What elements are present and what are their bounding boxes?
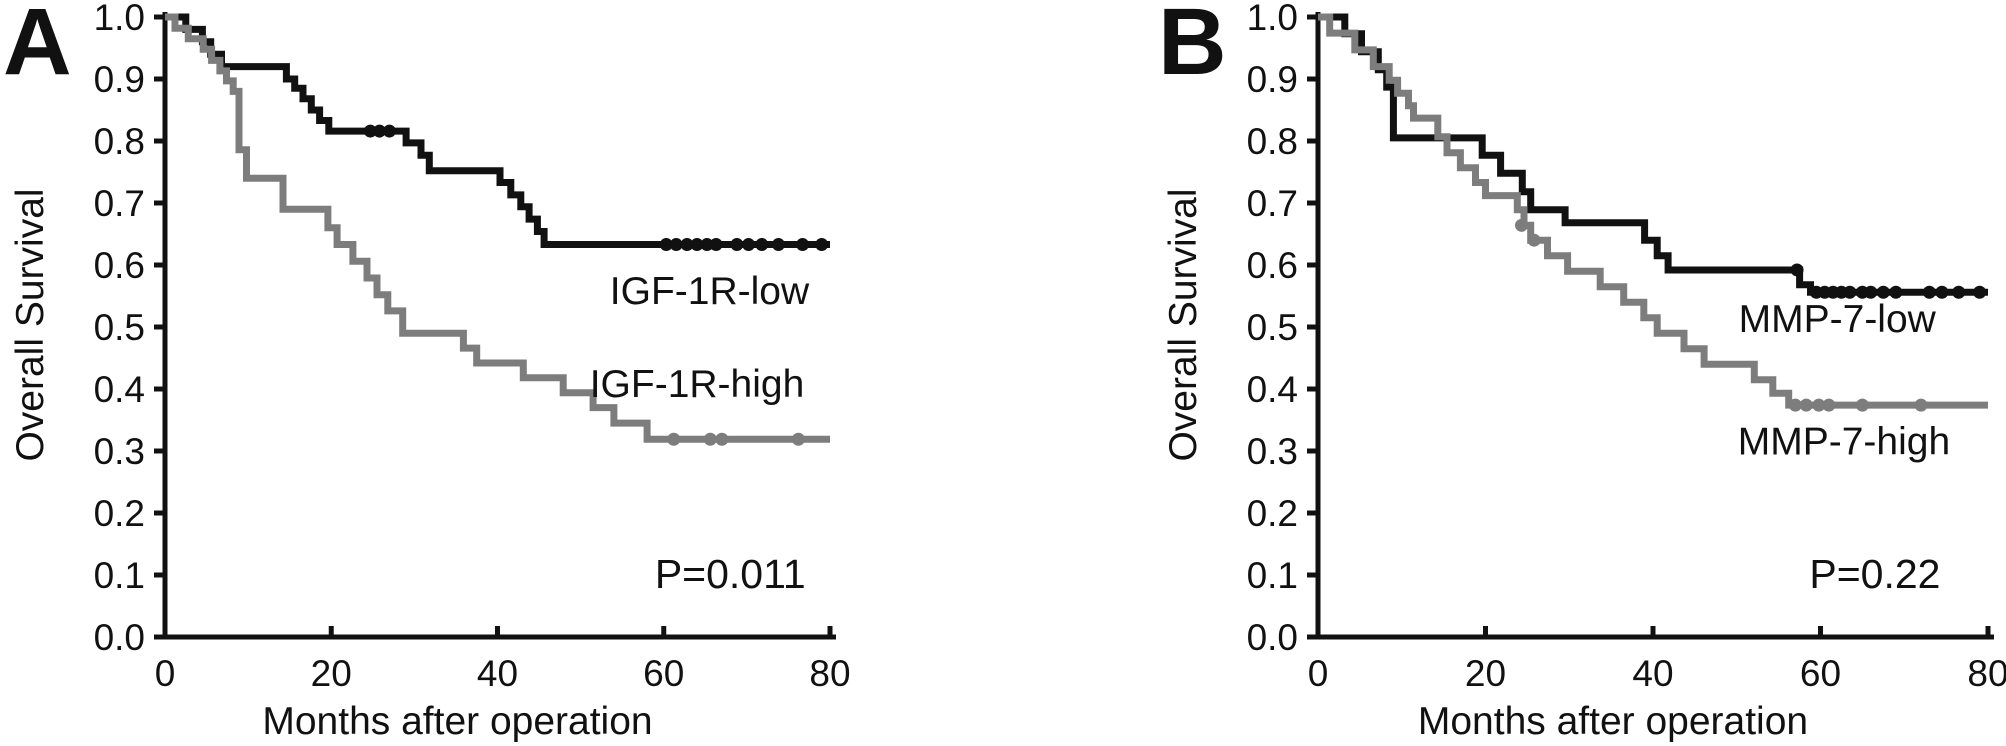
series-curve-MMP-7-high [1318, 13, 1988, 409]
y-tick-label: 0.0 [1247, 617, 1298, 658]
panel-letter-A: A [3, 0, 72, 95]
x-tick-label: 40 [1632, 653, 1673, 694]
y-tick-label: 0.3 [1247, 431, 1298, 472]
series-curve-IGF-1R-low [165, 13, 830, 248]
censor-mark-MMP-7-low [1922, 285, 1936, 299]
y-tick-label: 0.2 [1247, 493, 1298, 534]
series-label-IGF-1R-high: IGF-1R-high [590, 363, 805, 406]
y-axis-title: Overall Survival [9, 188, 52, 461]
y-tick-label: 0.8 [1247, 121, 1298, 162]
y-tick-label: 0.8 [94, 121, 145, 162]
censor-mark-IGF-1R-low [796, 238, 810, 252]
censor-mark-IGF-1R-low [742, 238, 756, 252]
censor-mark-MMP-7-high [1822, 398, 1836, 412]
x-tick-label: 0 [155, 653, 176, 694]
censor-mark-MMP-7-high [1515, 218, 1529, 232]
x-tick-label: 20 [1465, 653, 1506, 694]
y-tick-label: 0.6 [1247, 245, 1298, 286]
censor-mark-MMP-7-low [1973, 285, 1987, 299]
x-tick-label: 0 [1308, 653, 1329, 694]
y-axis-title: Overall Survival [1162, 188, 1205, 461]
x-tick-label: 80 [809, 653, 850, 694]
y-tick-label: 0.5 [94, 307, 145, 348]
censor-mark-IGF-1R-low [690, 238, 704, 252]
censor-mark-MMP-7-high [1914, 398, 1928, 412]
y-tick-label: 0.4 [94, 369, 145, 410]
series-label-MMP-7-high: MMP-7-high [1738, 421, 1950, 464]
censor-mark-IGF-1R-high [703, 432, 717, 446]
x-tick-label: 40 [477, 653, 518, 694]
x-tick-label: 80 [1967, 653, 2006, 694]
censor-mark-IGF-1R-low [659, 238, 673, 252]
censor-mark-MMP-7-low [1843, 285, 1857, 299]
censor-mark-IGF-1R-low [755, 238, 769, 252]
x-axis-title: Months after operation [262, 700, 652, 743]
censor-mark-IGF-1R-high [791, 432, 805, 446]
censor-mark-MMP-7-low [1864, 285, 1878, 299]
censor-mark-MMP-7-low [1790, 263, 1804, 277]
y-tick-label: 0.6 [94, 245, 145, 286]
censor-mark-IGF-1R-low [680, 238, 694, 252]
censor-mark-MMP-7-high [1812, 398, 1826, 412]
series-label-IGF-1R-low: IGF-1R-low [610, 270, 810, 313]
censor-mark-MMP-7-high [1855, 398, 1869, 412]
p-value-annotation: P=0.22 [1809, 551, 1940, 597]
censor-mark-IGF-1R-low [382, 124, 396, 138]
y-tick-label: 0.1 [1247, 555, 1298, 596]
y-tick-label: 1.0 [1247, 0, 1298, 38]
censor-mark-MMP-7-low [1876, 285, 1890, 299]
series-label-MMP-7-low: MMP-7-low [1739, 298, 1937, 341]
y-tick-label: 0.0 [94, 617, 145, 658]
censor-mark-IGF-1R-low [669, 238, 683, 252]
axes-A [162, 12, 836, 640]
y-tick-label: 0.2 [94, 493, 145, 534]
x-tick-label: 60 [1800, 653, 1841, 694]
censor-mark-MMP-7-low [1889, 285, 1903, 299]
x-tick-label: 60 [643, 653, 684, 694]
censor-mark-MMP-7-high [1799, 398, 1813, 412]
censor-mark-IGF-1R-low [815, 238, 829, 252]
censor-mark-MMP-7-high [1527, 233, 1541, 247]
y-tick-label: 0.7 [94, 183, 145, 224]
y-tick-label: 0.5 [1247, 307, 1298, 348]
censor-mark-MMP-7-low [1935, 285, 1949, 299]
y-tick-label: 0.9 [1247, 59, 1298, 100]
x-tick-label: 20 [311, 653, 352, 694]
censor-mark-IGF-1R-low [363, 124, 377, 138]
y-tick-label: 0.4 [1247, 369, 1298, 410]
censor-mark-MMP-7-high [1788, 398, 1802, 412]
censor-mark-IGF-1R-low [700, 238, 714, 252]
censor-mark-IGF-1R-low [372, 124, 386, 138]
series-curve-IGF-1R-high [165, 13, 830, 443]
p-value-annotation: P=0.011 [655, 551, 806, 597]
y-tick-label: 0.7 [1247, 183, 1298, 224]
y-tick-label: 0.9 [94, 59, 145, 100]
censor-mark-IGF-1R-low [709, 238, 723, 252]
y-tick-label: 1.0 [94, 0, 145, 38]
censor-mark-IGF-1R-high [715, 432, 729, 446]
panel-B: B 1.0 0.9 0.8 0.7 0.6 0.5 0.4 0.3 0.2 0.1 0.00 20 40 6… [1158, 0, 2006, 743]
censor-mark-MMP-7-low [1952, 285, 1966, 299]
x-axis-title: Months after operation [1418, 700, 1808, 743]
censor-mark-IGF-1R-high [667, 432, 681, 446]
series-curve-MMP-7-low [1318, 13, 1988, 296]
y-tick-label: 0.3 [94, 431, 145, 472]
panel-letter-B: B [1158, 0, 1227, 95]
y-tick-label: 0.1 [94, 555, 145, 596]
censor-mark-IGF-1R-low [771, 238, 785, 252]
panel-A: A 1.0 0.9 0.8 0.7 0.6 0.5 0.4 0.3 0.2 0.1 0.00 20 40 6… [3, 0, 851, 743]
censor-mark-IGF-1R-low [730, 238, 744, 252]
